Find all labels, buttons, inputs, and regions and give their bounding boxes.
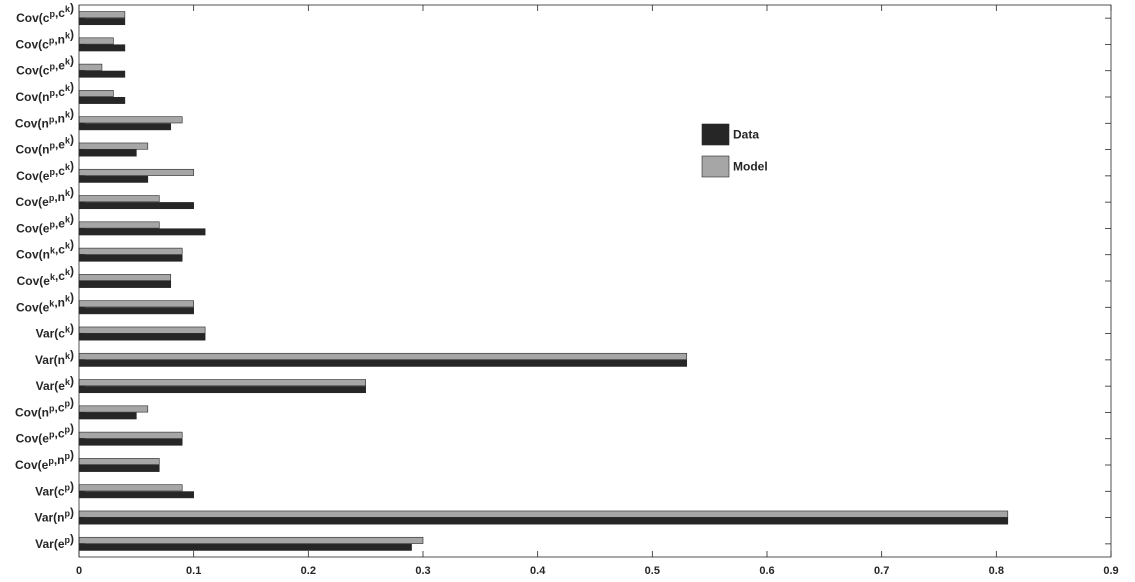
legend-swatch-model	[701, 155, 730, 178]
category-label-11: Cov(nk,ck)	[16, 238, 74, 262]
category-label-12: Cov(ep,ek)	[16, 211, 74, 235]
category-label-19: Cov(cp,nk)	[15, 27, 74, 51]
category-label-13: Cov(ep,nk)	[15, 185, 74, 209]
bar-data-13	[78, 202, 194, 210]
category-label-8: Var(ck)	[36, 322, 74, 341]
bar-data-14	[78, 175, 149, 183]
bar-model-5	[78, 405, 149, 413]
category-label-0: Var(ep)	[35, 532, 74, 551]
x-tick-label-0: 0	[76, 565, 82, 577]
bar-model-2	[78, 484, 183, 492]
category-label-9: Cov(ek,nk)	[16, 290, 74, 314]
bar-model-18	[78, 63, 103, 71]
category-label-7: Var(nk)	[35, 348, 74, 367]
plot-area-frame	[78, 4, 1112, 558]
category-label-1: Var(np)	[34, 506, 74, 525]
x-tick-label-6: 0.6	[759, 565, 774, 577]
category-label-18: Cov(cp,ek)	[16, 54, 74, 78]
bar-model-20	[78, 11, 126, 19]
bar-model-15	[78, 142, 149, 150]
category-label-20: Cov(cp,ck)	[16, 1, 74, 25]
bar-model-19	[78, 37, 114, 45]
x-tick-label-8: 0.8	[989, 565, 1004, 577]
x-tick-label-1: 0.1	[186, 565, 201, 577]
bar-model-12	[78, 221, 160, 229]
bar-model-17	[78, 90, 114, 98]
x-tick-label-3: 0.3	[415, 565, 430, 577]
bar-data-15	[78, 149, 137, 157]
bar-data-12	[78, 228, 206, 236]
bar-data-10	[78, 280, 172, 288]
bar-data-19	[78, 44, 126, 52]
bar-data-18	[78, 70, 126, 78]
bar-model-8	[78, 326, 206, 334]
category-label-17: Cov(np,ck)	[15, 80, 74, 104]
category-label-4: Cov(ep,cp)	[16, 422, 74, 446]
legend-swatch-data	[701, 123, 730, 146]
category-label-2: Var(cp)	[35, 479, 74, 498]
bar-data-1	[78, 517, 1009, 525]
bar-data-6	[78, 386, 366, 394]
bar-data-11	[78, 254, 183, 262]
bar-model-1	[78, 510, 1009, 518]
bar-model-11	[78, 247, 183, 255]
bar-data-8	[78, 333, 206, 341]
x-tick-label-5: 0.5	[645, 565, 660, 577]
x-tick-label-9: 0.9	[1103, 565, 1118, 577]
bar-data-7	[78, 359, 688, 367]
bar-model-6	[78, 379, 366, 387]
bar-data-16	[78, 123, 172, 131]
category-label-5: Cov(np,cp)	[15, 395, 74, 419]
category-label-6: Var(ek)	[36, 374, 74, 393]
legend-label-data: Data	[733, 128, 759, 142]
bar-model-10	[78, 274, 172, 281]
bar-model-3	[78, 458, 160, 465]
x-tick-label-4: 0.4	[530, 565, 546, 577]
bar-model-0	[78, 536, 424, 544]
bar-model-13	[78, 195, 160, 203]
bar-data-2	[78, 491, 194, 499]
bar-data-3	[78, 464, 160, 472]
category-label-16: Cov(np,nk)	[15, 106, 74, 130]
bar-model-14	[78, 168, 194, 176]
category-label-15: Cov(np,ek)	[15, 133, 74, 157]
category-label-14: Cov(ep,ck)	[16, 159, 74, 183]
bar-data-5	[78, 412, 137, 420]
bar-model-16	[78, 116, 183, 124]
category-label-10: Cov(ek,ck)	[17, 264, 74, 288]
bar-data-4	[78, 438, 183, 446]
category-label-3: Cov(ep,np)	[15, 448, 74, 472]
x-tick-label-2: 0.2	[301, 565, 316, 577]
legend-label-model: Model	[733, 160, 768, 174]
bar-model-7	[78, 352, 688, 360]
bar-data-0	[78, 543, 412, 551]
x-tick-label-7: 0.7	[874, 565, 889, 577]
bar-data-9	[78, 307, 194, 315]
bar-data-20	[78, 18, 126, 26]
bar-model-9	[78, 300, 194, 308]
bar-data-17	[78, 97, 126, 104]
bar-model-4	[78, 431, 183, 439]
